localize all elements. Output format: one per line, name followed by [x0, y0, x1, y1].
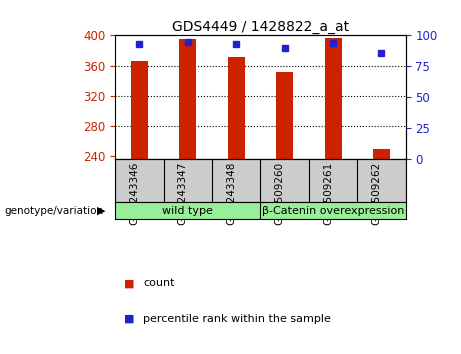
- Text: GSM243348: GSM243348: [226, 161, 236, 225]
- Text: genotype/variation: genotype/variation: [5, 206, 104, 216]
- Text: β-Catenin overexpression: β-Catenin overexpression: [262, 206, 404, 216]
- Bar: [228, 57, 245, 159]
- Text: percentile rank within the sample: percentile rank within the sample: [143, 314, 331, 324]
- Text: count: count: [143, 278, 174, 288]
- Bar: [325, 39, 342, 159]
- Text: ▶: ▶: [97, 206, 106, 216]
- Text: ■: ■: [124, 278, 135, 288]
- Text: GSM509262: GSM509262: [372, 161, 382, 225]
- Title: GDS4449 / 1428822_a_at: GDS4449 / 1428822_a_at: [172, 21, 349, 34]
- Bar: [131, 61, 148, 159]
- Text: GSM243347: GSM243347: [178, 161, 188, 225]
- Bar: [179, 39, 196, 159]
- Text: wild type: wild type: [162, 206, 213, 216]
- Text: ■: ■: [124, 314, 135, 324]
- Text: GSM509260: GSM509260: [275, 161, 284, 224]
- Text: GSM509261: GSM509261: [323, 161, 333, 225]
- Bar: [373, 149, 390, 159]
- Bar: [276, 72, 293, 159]
- Text: GSM243346: GSM243346: [130, 161, 139, 225]
